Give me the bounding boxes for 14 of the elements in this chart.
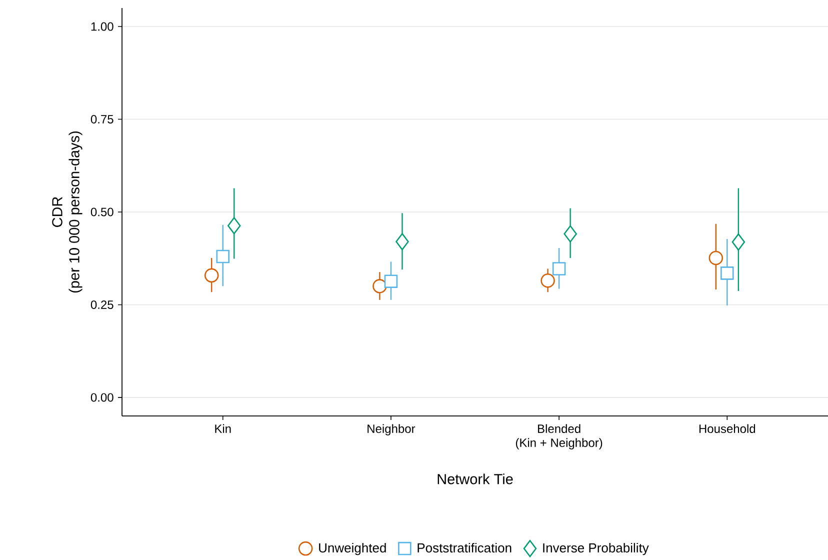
x-tick-label: Neighbor bbox=[368, 424, 416, 436]
legend-label: Inverse Probability bbox=[543, 542, 649, 556]
y-tick-label: 0.25 bbox=[90, 300, 114, 309]
x-axis-title: Network Tie bbox=[438, 474, 513, 484]
y-tick-label: 0.50 bbox=[90, 208, 114, 216]
y-tick-label: 0.75 bbox=[90, 115, 114, 124]
y-tick-label: 1.00 bbox=[91, 22, 114, 31]
y-axis-title: CDR (per 10 000 person-days) bbox=[52, 132, 82, 292]
x-tick-label: Kin bbox=[215, 424, 231, 433]
x-tick-label: Household bbox=[699, 424, 756, 434]
y-tick-label: 0.00 bbox=[90, 393, 114, 402]
legend-label: Unweighted bbox=[319, 542, 386, 556]
x-tick-label: Blended (Kin + Neighbor) bbox=[516, 424, 602, 450]
legend-label: Poststratification bbox=[418, 542, 512, 552]
